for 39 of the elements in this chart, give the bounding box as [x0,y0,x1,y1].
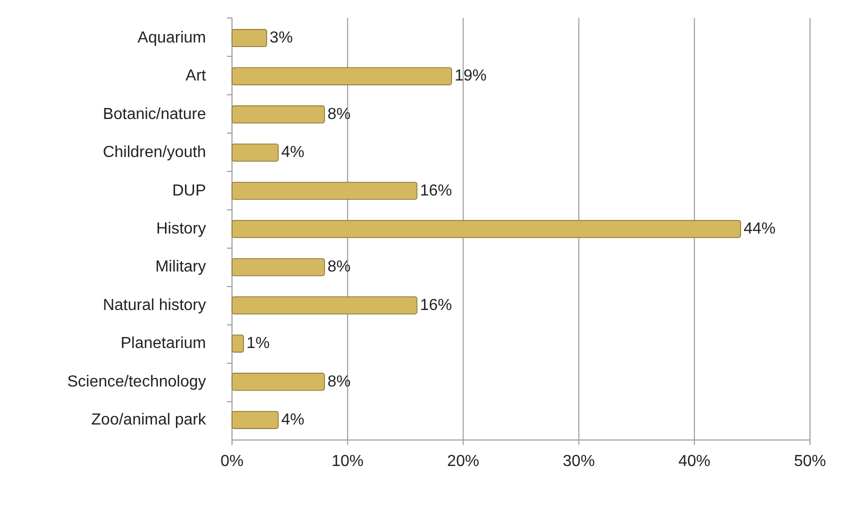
y-tick-label: Science/technology [67,373,206,390]
bar [232,410,279,429]
y-tick-label: Botanic/nature [102,106,206,123]
data-label: 8% [327,373,351,390]
data-label: 4% [281,411,304,428]
y-tick-label: Children/youth [102,144,206,162]
y-tick-label: Planetarium [120,335,206,352]
y-tick-label: Zoo/animal park [91,411,207,428]
bar [232,372,325,391]
y-tick-label: Natural history [102,296,206,314]
data-label: 1% [246,335,270,352]
data-label: 8% [327,106,351,123]
bar [232,220,742,238]
x-tick-label: 10% [332,453,364,470]
data-label: 16% [420,296,452,314]
data-label: 19% [454,68,487,85]
data-label: 4% [281,144,304,162]
y-tick-label: History [156,220,206,238]
bar [232,67,452,86]
bar [232,334,244,353]
x-tick-label: 30% [562,453,595,470]
y-tick-label: Art [186,68,207,85]
x-tick-label: 20% [447,453,480,470]
x-tick-label: 50% [794,453,826,470]
y-tick-label: Military [155,258,206,276]
bar [232,105,325,124]
data-label: 44% [744,220,776,238]
y-tick-label: Aquarium [138,30,206,47]
bar [232,296,418,314]
data-label: 16% [420,182,452,200]
bar [232,182,418,200]
data-label: 8% [327,258,351,276]
x-tick-label: 40% [678,453,710,470]
bar [232,258,325,276]
bar [232,144,279,162]
x-tick-label: 0% [220,453,244,470]
bar [232,29,268,48]
y-tick-label: DUP [172,182,206,200]
data-label: 3% [270,30,293,47]
